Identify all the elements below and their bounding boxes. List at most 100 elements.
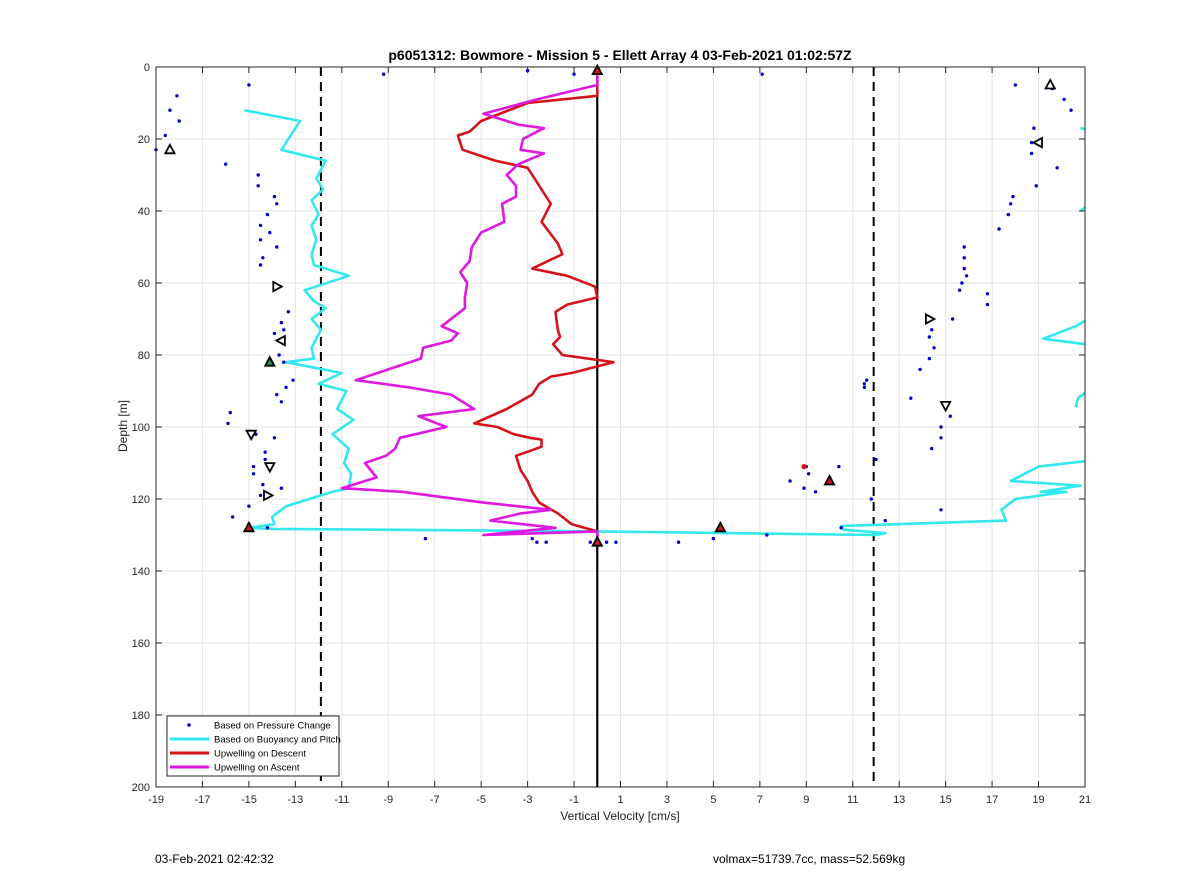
legend-label: Upwelling on Ascent (214, 763, 300, 774)
data-point-based-on-pressure-change (258, 223, 263, 228)
y-tick-label: 60 (138, 278, 150, 290)
data-point-based-on-pressure-change (962, 266, 966, 271)
data-point-based-on-pressure-change (1034, 184, 1038, 188)
data-point-based-on-pressure-change (261, 256, 265, 260)
y-tick-label: 120 (132, 494, 150, 506)
data-point-based-on-pressure-change (275, 202, 279, 206)
data-point-based-on-pressure-change (261, 482, 265, 487)
x-tick-label: -3 (523, 794, 533, 806)
data-point-based-on-pressure-change (604, 540, 609, 544)
data-point-based-on-pressure-change (168, 108, 172, 112)
y-tick-label: 180 (132, 710, 150, 722)
data-point-based-on-pressure-change (864, 378, 869, 382)
data-point-based-on-pressure-change (272, 331, 277, 336)
data-point-based-on-pressure-change (1013, 83, 1018, 87)
triangle-marker (591, 535, 604, 547)
data-point-based-on-pressure-change (806, 472, 811, 476)
data-point-based-on-pressure-change (950, 317, 955, 321)
x-tick-label: 5 (710, 794, 716, 806)
triangle-marker (1044, 78, 1057, 90)
data-point-based-on-pressure-change (279, 320, 284, 325)
series-layer (154, 68, 1086, 544)
y-tick-label: 80 (138, 350, 150, 362)
data-point-based-on-pressure-change (247, 83, 251, 87)
data-point-based-on-pressure-change (948, 414, 952, 418)
x-tick-label: -11 (334, 794, 349, 806)
data-point-based-on-pressure-change (277, 353, 281, 357)
x-tick-label: 3 (664, 794, 670, 806)
data-point-based-on-pressure-change (839, 526, 843, 530)
data-point-based-on-pressure-change (282, 328, 286, 332)
data-point-based-on-pressure-change (226, 421, 230, 426)
triangle-marker (163, 142, 177, 155)
y-tick-label: 100 (132, 422, 150, 434)
x-tick-label: 1 (617, 794, 623, 806)
data-point-based-on-pressure-change (997, 227, 1001, 231)
data-point-based-on-pressure-change (837, 464, 841, 469)
data-point-based-on-pressure-change (263, 450, 267, 454)
triangle-marker (263, 489, 275, 502)
data-point-based-on-pressure-change (163, 133, 167, 138)
legend-label: Based on Pressure Change (214, 721, 331, 732)
data-point-based-on-pressure-change (930, 446, 934, 451)
legend-label: Based on Buoyancy and Pitch (214, 735, 341, 746)
data-point-based-on-pressure-change (228, 410, 233, 415)
data-point-based-on-pressure-change (256, 184, 260, 188)
x-tick-label: 9 (803, 794, 809, 806)
data-point-based-on-pressure-change (960, 281, 964, 285)
data-point-based-on-pressure-change (177, 119, 181, 123)
x-tick-label: 21 (1079, 794, 1091, 806)
triangle-marker (1031, 136, 1043, 149)
data-point-based-on-pressure-change (862, 382, 867, 386)
triangle-marker (925, 312, 937, 326)
data-point-based-on-pressure-change (1069, 108, 1073, 112)
data-point-based-on-pressure-change (614, 540, 618, 544)
data-point-based-on-pressure-change (251, 472, 256, 476)
axes: -19 -17 -15 -13 -11 -9 -7 -5 -3 -1 1 3 5 7 9 11 13 15 17 19… (132, 62, 1091, 806)
data-point-based-on-pressure-change (939, 425, 943, 429)
x-tick-label: -1 (569, 794, 579, 806)
data-point-based-on-pressure-change (813, 490, 818, 494)
x-tick-label: -9 (383, 794, 393, 806)
marker-layer (163, 63, 1057, 547)
triangle-marker (274, 334, 286, 347)
data-point-based-on-pressure-change (258, 238, 263, 242)
legend: Based on Pressure Change Based on Buoyanc… (166, 715, 341, 777)
data-point-based-on-pressure-change (930, 328, 934, 332)
data-point-based-on-pressure-change (572, 72, 576, 76)
data-point-based-on-pressure-change (962, 256, 966, 260)
y-tick-label: 20 (138, 134, 150, 146)
data-point-based-on-pressure-change (265, 212, 270, 217)
data-point-based-on-pressure-change (918, 367, 922, 372)
triangle-marker (263, 355, 276, 367)
x-tick-label: -13 (287, 794, 303, 806)
data-point-based-on-pressure-change (862, 385, 867, 390)
data-point-based-on-pressure-change (251, 464, 256, 469)
data-point-based-on-pressure-change (883, 518, 887, 523)
triangle-marker (939, 400, 952, 413)
triangle-marker (714, 520, 727, 533)
data-point-based-on-pressure-change (291, 378, 295, 382)
data-point-based-on-pressure-change (381, 72, 386, 76)
data-point-based-on-pressure-change (286, 310, 291, 314)
data-point-based-on-pressure-change (279, 400, 284, 404)
data-point-based-on-pressure-change (788, 479, 792, 483)
data-point-based-on-pressure-change (1011, 194, 1015, 199)
data-point-based-on-pressure-change (284, 385, 288, 390)
data-point-based-on-pressure-change (964, 274, 969, 278)
y-axis-label: Depth [m] (116, 400, 130, 452)
data-point-based-on-pressure-change (760, 72, 764, 76)
x-axis-label: Vertical Velocity [cm/s] (560, 809, 679, 823)
data-point-based-on-pressure-change (282, 360, 286, 364)
footer-timestamp: 03-Feb-2021 02:42:32 (155, 852, 274, 866)
data-point-based-on-pressure-change (711, 536, 716, 541)
y-tick-label: 140 (132, 566, 150, 578)
data-point-based-on-pressure-change (230, 515, 235, 519)
series-line-upwelling-on-descent (456, 70, 615, 543)
x-tick-label: -7 (430, 794, 440, 806)
triangle-marker (245, 429, 258, 442)
data-point-based-on-pressure-change (423, 536, 428, 541)
series-line-based-on-buoyancy-and-pitch (1074, 391, 1086, 408)
x-tick-label: -5 (476, 794, 486, 806)
triangle-marker (263, 462, 276, 474)
